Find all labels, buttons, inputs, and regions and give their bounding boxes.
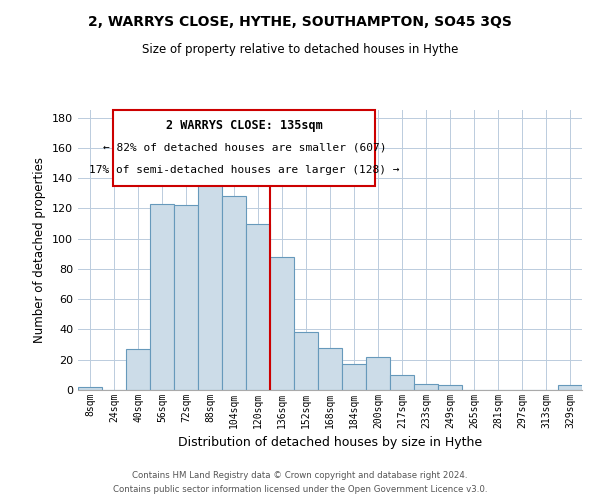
Bar bbox=[174, 206, 198, 390]
Y-axis label: Number of detached properties: Number of detached properties bbox=[34, 157, 46, 343]
Bar bbox=[366, 356, 390, 390]
Bar bbox=[294, 332, 318, 390]
Bar bbox=[198, 170, 222, 390]
Text: Contains public sector information licensed under the Open Government Licence v3: Contains public sector information licen… bbox=[113, 484, 487, 494]
Text: 2 WARRYS CLOSE: 135sqm: 2 WARRYS CLOSE: 135sqm bbox=[166, 118, 323, 132]
Bar bbox=[246, 224, 270, 390]
Bar bbox=[150, 204, 174, 390]
Bar bbox=[558, 386, 582, 390]
FancyBboxPatch shape bbox=[113, 110, 376, 186]
Bar bbox=[390, 375, 414, 390]
Bar bbox=[78, 387, 102, 390]
Bar bbox=[318, 348, 342, 390]
Text: 2, WARRYS CLOSE, HYTHE, SOUTHAMPTON, SO45 3QS: 2, WARRYS CLOSE, HYTHE, SOUTHAMPTON, SO4… bbox=[88, 15, 512, 29]
Text: Contains HM Land Registry data © Crown copyright and database right 2024.: Contains HM Land Registry data © Crown c… bbox=[132, 472, 468, 480]
Bar bbox=[414, 384, 438, 390]
Bar bbox=[438, 386, 462, 390]
Bar bbox=[342, 364, 366, 390]
Bar bbox=[270, 257, 294, 390]
Bar bbox=[126, 349, 150, 390]
Bar bbox=[222, 196, 246, 390]
Text: Size of property relative to detached houses in Hythe: Size of property relative to detached ho… bbox=[142, 42, 458, 56]
Text: ← 82% of detached houses are smaller (607): ← 82% of detached houses are smaller (60… bbox=[103, 143, 386, 153]
X-axis label: Distribution of detached houses by size in Hythe: Distribution of detached houses by size … bbox=[178, 436, 482, 450]
Text: 17% of semi-detached houses are larger (128) →: 17% of semi-detached houses are larger (… bbox=[89, 166, 400, 175]
